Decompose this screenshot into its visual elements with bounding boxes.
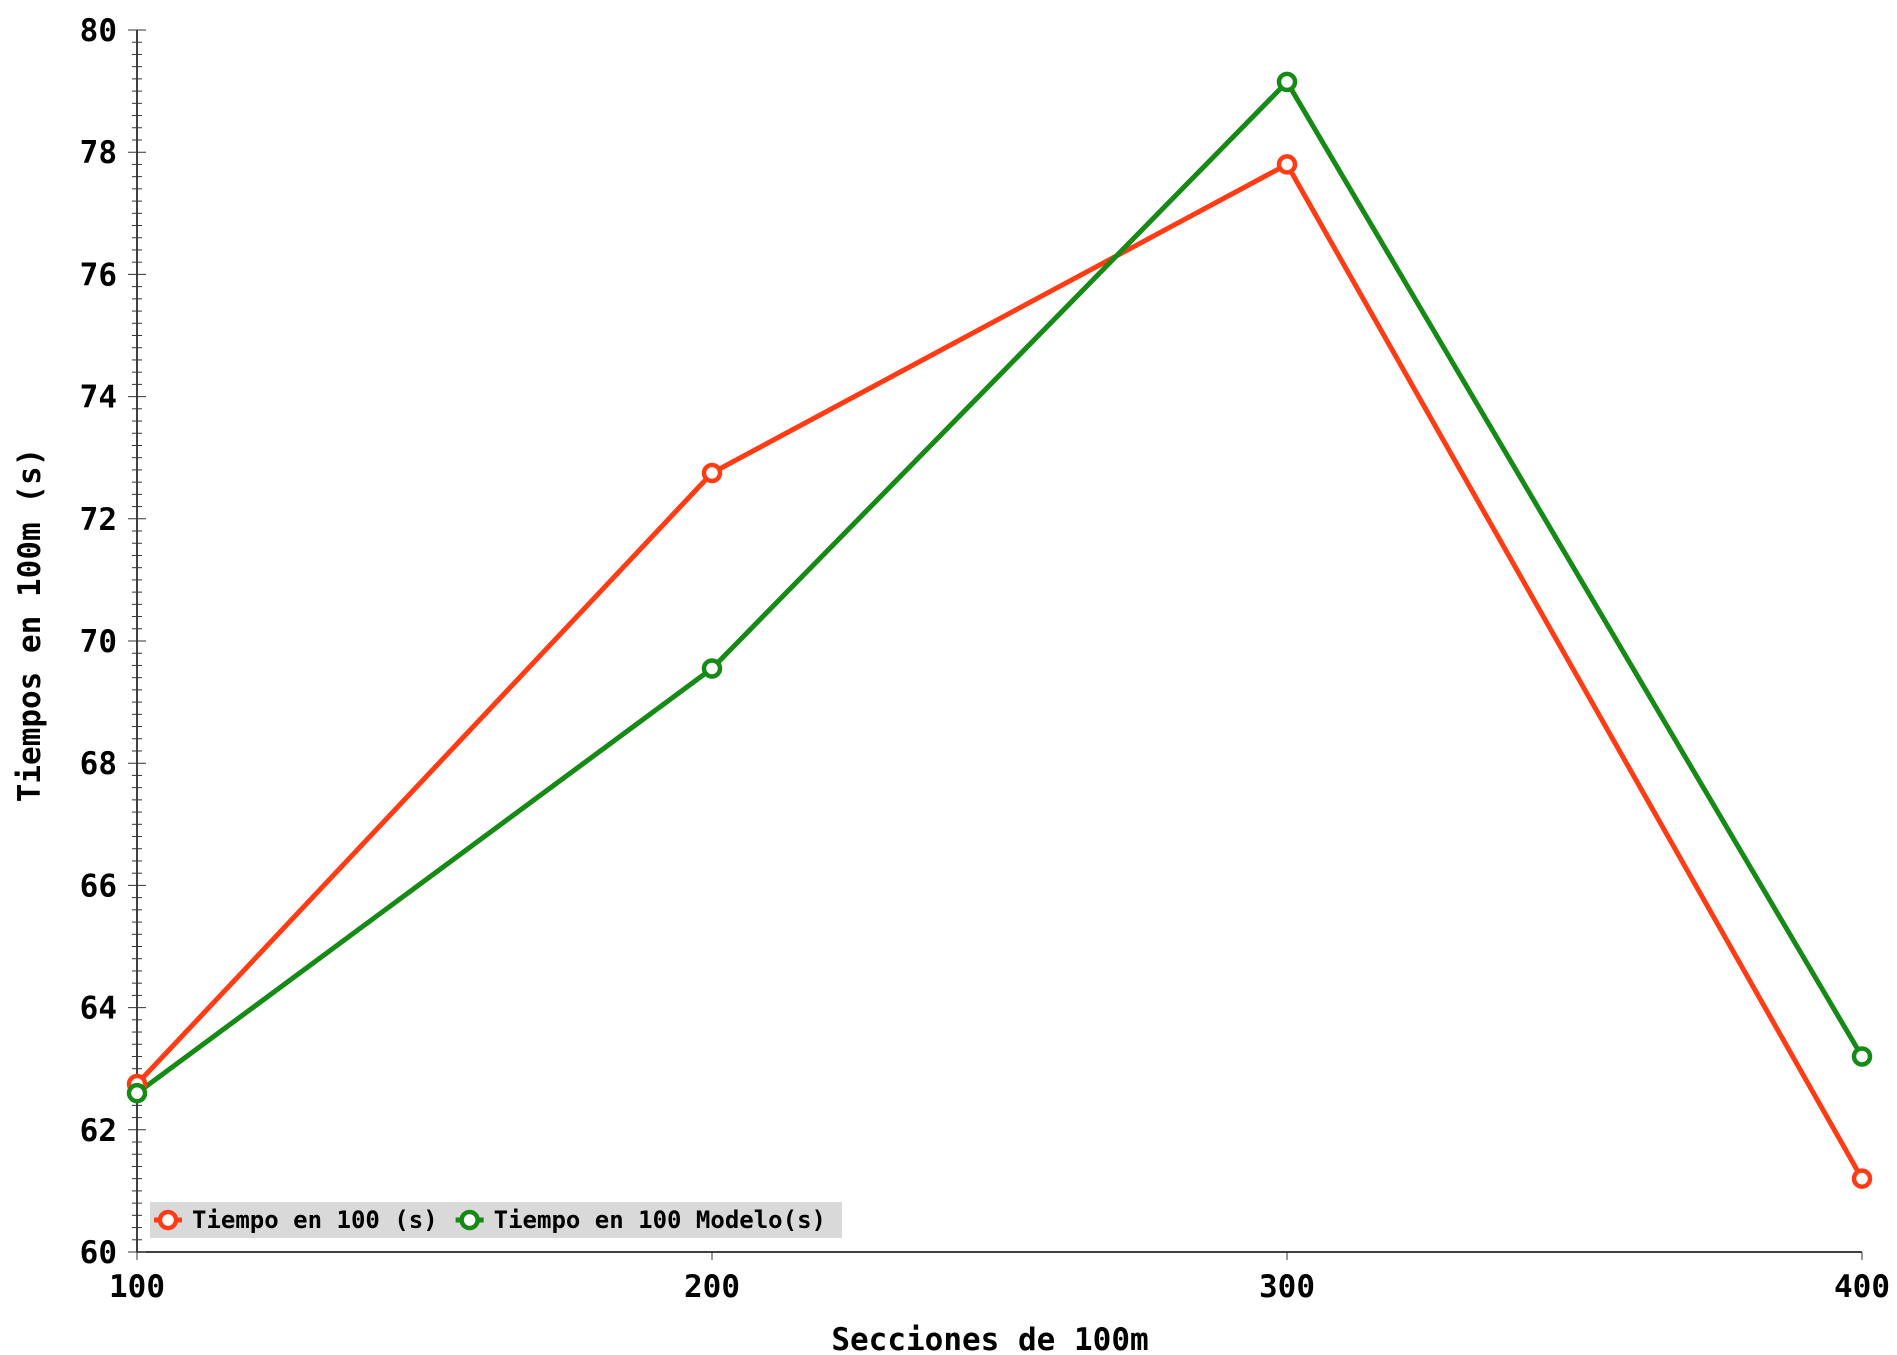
y-tick-label: 72 [80,502,117,538]
y-tick-label: 62 [80,1113,117,1149]
y-tick-label: 80 [80,13,117,49]
x-tick-label: 100 [109,1269,165,1305]
x-tick-label: 200 [684,1269,740,1305]
x-tick-label: 300 [1259,1269,1315,1305]
series-1-point [701,462,723,484]
series-2-point [701,658,723,679]
legend-marker-2 [459,1209,480,1231]
legend-background [150,1202,842,1238]
y-tick-label: 78 [80,135,117,171]
series-2-point [1851,1046,1873,1067]
y-tick-label: 60 [80,1235,117,1271]
y-tick-label: 66 [80,868,117,904]
series-line-2 [135,79,1865,1096]
series-line-1 [135,161,1865,1180]
series-2-point [1276,71,1298,93]
series-1-point [1851,1168,1873,1189]
series-2-point [126,1082,148,1104]
y-tick-label: 68 [80,746,117,782]
y-tick-label: 76 [80,257,117,293]
series-layer [126,71,1873,1189]
legend-label-1: Tiempo en 100 (s) [192,1206,438,1234]
axes: 60 62 64 66 68 70 72 74 76 78 80 100 200 300 400 [80,13,1890,1305]
legend: Tiempo en 100 (s) Tiempo en 100 Modelo(s) [150,1202,842,1238]
legend-marker-1 [157,1209,179,1231]
y-tick-label: 64 [80,991,117,1027]
legend-label-2: Tiempo en 100 Modelo(s) [494,1206,826,1234]
y-tick-label: 70 [80,624,117,660]
x-axis-title: Secciones de 100m [831,1322,1148,1355]
y-tick-label: 74 [80,380,117,416]
x-tick-label: 400 [1834,1269,1890,1305]
y-axis-title: Tiempos en 100m (s) [12,448,48,803]
series-1-point [1276,154,1298,175]
